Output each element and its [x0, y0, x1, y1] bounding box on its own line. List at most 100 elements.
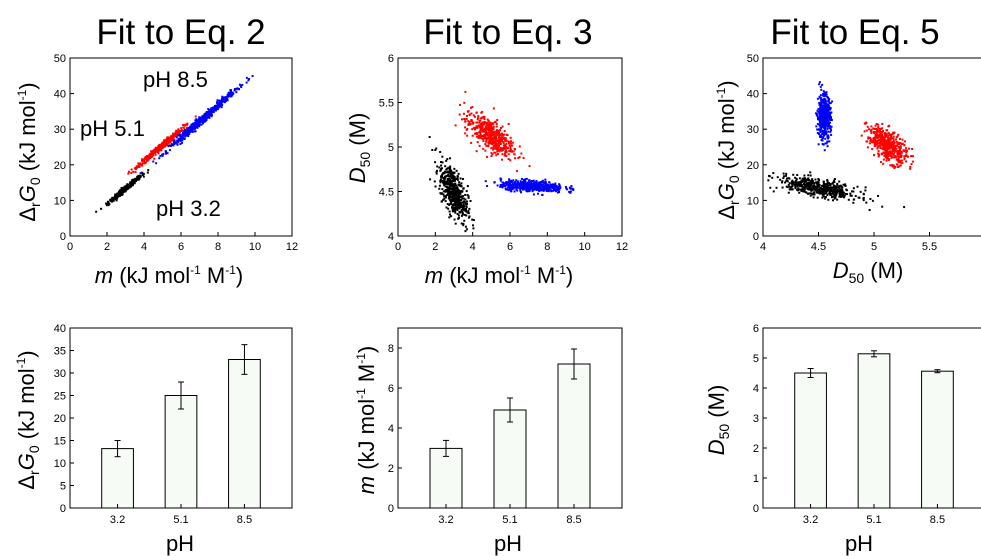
scatter-point	[826, 112, 829, 115]
scatter-point	[501, 153, 504, 156]
scatter-point	[528, 165, 531, 168]
scatter-point	[235, 87, 238, 90]
scatter-point	[453, 197, 456, 200]
scatter-point	[894, 166, 897, 169]
scatter-point	[876, 130, 879, 133]
ylabel-panel6: D50 (M)	[704, 385, 732, 456]
scatter-point	[484, 180, 487, 183]
scatter-point	[451, 200, 454, 203]
ylabel-panel1: ΔrG0 (kJ mol-1)	[15, 82, 43, 221]
scatter-point	[884, 140, 887, 143]
scatter-point	[106, 200, 109, 203]
scatter-point	[468, 216, 471, 219]
scatter-point	[438, 187, 441, 190]
scatter-point	[493, 121, 496, 124]
scatter-point	[501, 135, 504, 138]
scatter-point	[161, 153, 164, 156]
scatter-point	[818, 191, 821, 194]
scatter-point	[448, 195, 451, 198]
scatter-point	[454, 182, 457, 185]
scatter-point	[175, 133, 178, 136]
scatter-point	[164, 152, 167, 155]
scatter-point	[520, 191, 523, 194]
scatter-point	[495, 148, 498, 151]
scatter-point	[177, 141, 180, 144]
scatter-point	[487, 119, 490, 122]
scatter-point	[877, 155, 880, 158]
scatter-point	[796, 174, 799, 177]
scatter-point	[459, 204, 462, 207]
scatter-point	[478, 125, 481, 128]
scatter-point	[493, 130, 496, 133]
scatter-point	[504, 147, 507, 150]
scatter-point	[462, 205, 465, 208]
scatter-point	[193, 127, 196, 130]
scatter-point	[177, 139, 180, 142]
scatter-point	[147, 155, 150, 158]
scatter-point	[176, 143, 179, 146]
scatter-point	[513, 147, 516, 150]
scatter-point	[900, 152, 903, 155]
scatter-point	[489, 136, 492, 139]
scatter-point	[448, 170, 451, 173]
scatter-point	[443, 170, 446, 173]
scatter-point	[497, 136, 500, 139]
scatter-point	[483, 121, 486, 124]
scatter-point	[247, 79, 250, 82]
scatter-point	[189, 126, 192, 129]
scatter-point	[882, 147, 885, 150]
scatter-point	[831, 195, 834, 198]
scatter-point	[546, 188, 549, 191]
y-tick-label: 4	[753, 383, 759, 395]
scatter-point	[240, 86, 243, 89]
scatter-point	[147, 158, 150, 161]
scatter-point	[529, 184, 532, 187]
scatter-point	[181, 134, 184, 137]
scatter-point	[195, 126, 198, 129]
scatter-point	[838, 185, 841, 188]
scatter-point	[490, 152, 493, 155]
scatter-point	[821, 191, 824, 194]
scatter-point	[524, 186, 527, 189]
scatter-point	[457, 196, 460, 199]
scatter-point	[880, 136, 883, 139]
scatter-point	[505, 145, 508, 148]
scatter-point	[799, 188, 802, 191]
scatter-point	[822, 125, 825, 128]
scatter-point	[881, 153, 884, 156]
scatter-point	[488, 139, 491, 142]
scatter-point	[210, 107, 213, 110]
scatter-point	[202, 114, 205, 117]
scatter-point	[888, 150, 891, 153]
scatter-point	[513, 190, 516, 193]
scatter-point	[450, 171, 453, 174]
scatter-point	[456, 178, 459, 181]
scatter-point	[836, 189, 839, 192]
scatter-point	[455, 196, 458, 199]
scatter-point	[181, 141, 184, 144]
scatter-point	[821, 190, 824, 193]
scatter-point	[130, 171, 133, 174]
scatter-point	[212, 106, 215, 109]
scatter-point	[526, 190, 529, 193]
scatter-point	[554, 183, 557, 186]
scatter-point	[829, 130, 832, 133]
scatter-point	[226, 99, 229, 102]
scatter-point	[885, 143, 888, 146]
scatter-point	[892, 139, 895, 142]
scatter-point	[149, 153, 152, 156]
scatter-point	[452, 178, 455, 181]
scatter-point	[454, 177, 457, 180]
scatter-point	[152, 150, 155, 153]
scatter-point	[447, 188, 450, 191]
scatter-point	[520, 152, 523, 155]
scatter-point	[803, 177, 806, 180]
scatter-point	[819, 191, 822, 194]
y-tick-label: 5	[60, 481, 66, 493]
scatter-point	[161, 147, 164, 150]
scatter-point	[481, 137, 484, 140]
scatter-point	[548, 187, 551, 190]
scatter-point	[494, 151, 497, 154]
scatter-point	[822, 104, 825, 107]
